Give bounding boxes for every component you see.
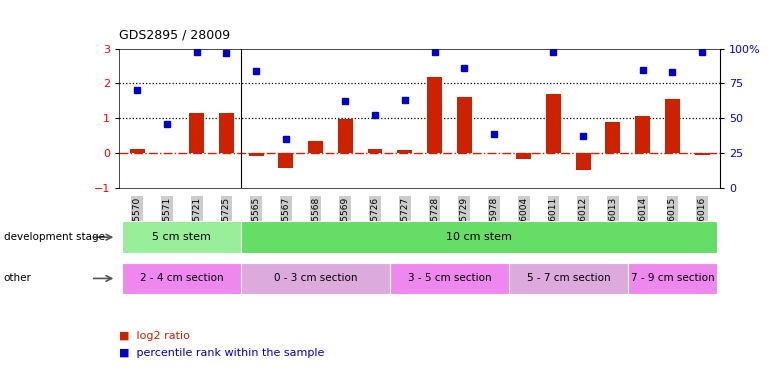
Bar bbox=[605, 122, 621, 153]
Text: 0 - 3 cm section: 0 - 3 cm section bbox=[274, 273, 357, 284]
Text: 3 - 5 cm section: 3 - 5 cm section bbox=[407, 273, 491, 284]
Text: 10 cm stem: 10 cm stem bbox=[446, 232, 512, 242]
Text: other: other bbox=[4, 273, 32, 284]
Bar bbox=[308, 141, 323, 153]
Text: 5 cm stem: 5 cm stem bbox=[152, 232, 211, 242]
Bar bbox=[367, 149, 383, 153]
Bar bbox=[695, 153, 709, 154]
Text: 2 - 4 cm section: 2 - 4 cm section bbox=[140, 273, 223, 284]
Bar bbox=[397, 150, 412, 153]
Bar bbox=[219, 113, 234, 153]
Bar bbox=[516, 153, 531, 159]
Bar bbox=[457, 98, 472, 153]
Text: GDS2895 / 28009: GDS2895 / 28009 bbox=[119, 28, 230, 41]
Text: ■  percentile rank within the sample: ■ percentile rank within the sample bbox=[119, 348, 325, 357]
Text: ■  log2 ratio: ■ log2 ratio bbox=[119, 331, 190, 340]
Bar bbox=[338, 119, 353, 153]
Bar bbox=[189, 113, 204, 153]
Bar bbox=[279, 153, 293, 168]
Bar bbox=[665, 99, 680, 153]
Bar bbox=[130, 149, 145, 153]
Text: 5 - 7 cm section: 5 - 7 cm section bbox=[527, 273, 610, 284]
Bar bbox=[546, 94, 561, 153]
Bar bbox=[635, 116, 650, 153]
Bar bbox=[249, 153, 263, 156]
Text: development stage: development stage bbox=[4, 232, 105, 242]
Text: 7 - 9 cm section: 7 - 9 cm section bbox=[631, 273, 715, 284]
Bar bbox=[427, 76, 442, 153]
Bar bbox=[576, 153, 591, 170]
